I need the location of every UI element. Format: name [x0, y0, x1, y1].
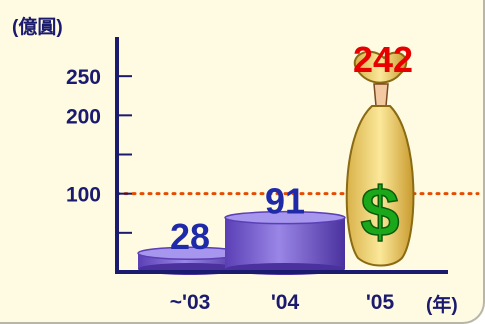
bar-body [225, 217, 345, 269]
bar-top [224, 210, 346, 225]
x-tick-label: '04 [271, 291, 300, 314]
y-tick-label: 200 [66, 105, 101, 128]
money-bag-hand [373, 83, 389, 107]
bar [224, 210, 346, 275]
data-label: 91 [265, 181, 305, 222]
y-unit-label: (億圓) [12, 15, 63, 38]
y-tick-label: 100 [66, 184, 101, 207]
money-bag-top [353, 50, 408, 84]
x-tick-label: '05 [366, 291, 395, 314]
data-label: 242 [353, 39, 413, 80]
money-bag-icon: $ [345, 50, 415, 267]
y-tick-label: 250 [66, 66, 101, 89]
x-unit-label: (年) [426, 293, 458, 316]
x-tick-label: ~'03 [170, 291, 211, 314]
data-label: 28 [170, 216, 210, 257]
money-bag-body [345, 105, 415, 267]
dollar-sign-icon: $ [361, 173, 400, 251]
